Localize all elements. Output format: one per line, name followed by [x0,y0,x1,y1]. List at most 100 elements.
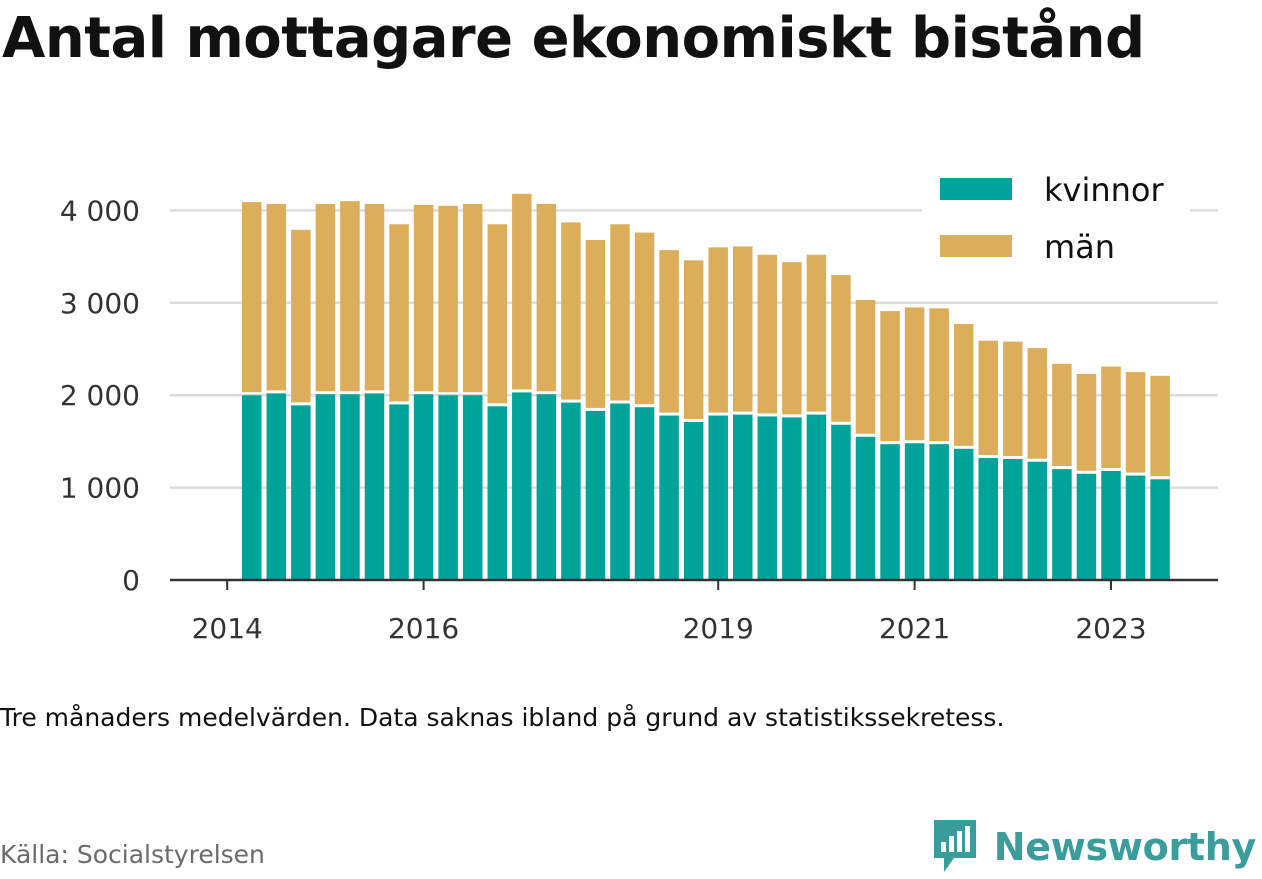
x-axis: 2014 2016 2019 2021 2023 [170,578,1218,645]
bar-man [1027,348,1048,459]
bar-man [1101,366,1121,468]
x-tick-label: 2021 [879,612,950,645]
bar-man [1125,372,1146,473]
bar-man [929,308,949,442]
bar-kvinnor [389,404,409,580]
bars [242,193,1170,580]
bar-kvinnor [757,416,778,580]
bar-kvinnor [806,414,827,580]
bar-kvinnor [242,395,262,580]
bar-man [364,203,385,391]
bar-kvinnor [1125,475,1146,580]
bar-kvinnor [782,417,802,580]
bar-man [585,239,606,408]
bar-kvinnor [1027,461,1048,580]
bar-kvinnor [413,394,434,580]
x-tick-label: 2014 [192,612,263,645]
bar-kvinnor [1003,458,1023,580]
bar-kvinnor [659,415,679,580]
legend-swatch-kvinnor [940,178,1012,200]
bar-man [1150,375,1170,477]
bar-man [708,247,728,413]
legend-label: män [1044,228,1115,266]
bar-kvinnor [929,444,949,580]
chart-note: Tre månaders medelvärden. Data saknas ib… [0,703,1005,732]
y-tick-label: 4 000 [60,194,140,227]
bar-kvinnor [266,393,287,580]
bar-man [806,254,827,412]
y-axis: 0 1 000 2 000 3 000 4 000 [60,194,140,597]
x-tick-label: 2023 [1075,612,1146,645]
newsworthy-logo-icon [933,820,976,872]
bar-man [733,246,753,412]
bar-kvinnor [1150,479,1170,580]
bar-man [462,203,483,393]
bar-man [880,311,900,442]
bar-man [659,250,679,413]
y-tick-label: 3 000 [60,287,140,320]
bar-kvinnor [340,394,360,580]
bar-kvinnor [315,394,336,580]
bar-kvinnor [364,393,385,580]
legend: kvinnor män [922,170,1190,276]
bar-kvinnor [462,395,483,580]
brand-logo[interactable]: Newsworthy [930,818,1256,876]
bar-man [953,324,974,446]
legend-swatch-män [940,235,1012,257]
bar-man [610,224,630,401]
bar-man [757,254,778,414]
bar-man [389,224,409,402]
x-tick-label: 2016 [388,612,459,645]
bar-man [413,204,434,392]
bar-kvinnor [708,415,728,580]
bar-kvinnor [1101,470,1121,580]
bar-kvinnor [438,395,458,580]
legend-label: kvinnor [1044,171,1165,209]
bar-kvinnor [855,436,876,580]
bar-man [438,205,458,393]
bar-man [831,275,851,422]
bar-kvinnor [953,448,974,580]
bar-man [266,203,287,391]
bar-man [512,193,532,390]
bar-kvinnor [733,414,753,580]
bar-man [315,203,336,392]
bar-man [1003,341,1023,456]
bar-man [1052,363,1072,467]
bar-man [904,307,925,441]
bar-kvinnor [585,410,606,580]
bar-kvinnor [683,421,704,580]
bar-man [683,260,704,419]
bar-man [561,222,581,400]
x-tick-label: 2019 [683,612,754,645]
bar-kvinnor [487,406,507,580]
bar-man [855,300,876,434]
bar-man [340,201,360,392]
bar-kvinnor [512,392,532,580]
source-label: Källa: Socialstyrelsen [0,840,265,869]
bar-kvinnor [904,443,925,580]
bar-kvinnor [880,444,900,580]
bar-kvinnor [634,407,655,580]
bar-kvinnor [978,458,998,580]
y-tick-label: 0 [122,564,140,597]
bar-man [242,202,262,393]
bar-kvinnor [1052,469,1072,580]
chart-title: Antal mottagare ekonomiskt bistånd [2,6,1145,71]
bar-kvinnor [291,405,311,580]
bar-man [782,262,802,415]
bar-man [1076,373,1097,471]
brand-name: Newsworthy [993,825,1257,869]
bar-kvinnor [561,402,581,580]
bar-man [634,232,655,405]
bar-man [291,229,311,403]
bar-kvinnor [831,424,851,580]
y-tick-label: 1 000 [60,472,140,505]
bar-man [487,224,507,404]
bar-kvinnor [1076,473,1097,580]
bar-kvinnor [610,403,630,580]
y-tick-label: 2 000 [60,379,140,412]
bar-kvinnor [536,394,557,580]
bar-man [978,340,998,456]
